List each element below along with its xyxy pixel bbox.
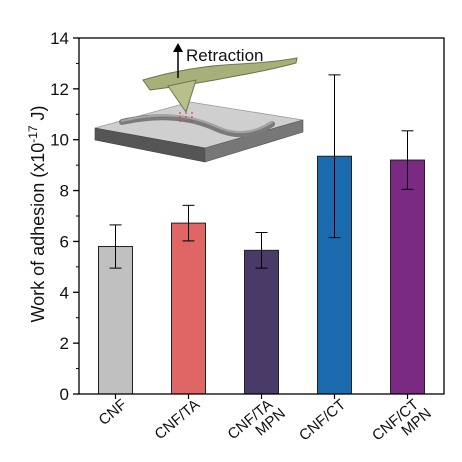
bar [171,222,206,395]
retraction-arrow-head [173,43,183,52]
bars [98,155,425,395]
x-axis: CNF CNF/TA CNF/TAMPN CNF/CT CNF/CTMPN [96,393,435,455]
x-tick-label: CNF [96,396,131,429]
y-tick-label: 10 [50,131,69,150]
y-tick-label: 2 [60,334,69,353]
retraction-label: Retraction [186,46,263,65]
y-tick-label: 0 [60,385,69,404]
plot-frame [78,37,445,395]
x-tick-label: CNF/CT [296,396,349,444]
bar [98,246,133,395]
substrate-side [204,119,304,163]
afm-tip [167,79,197,114]
y-tick-label: 14 [50,29,69,48]
bar [244,249,279,395]
x-tick-label: CNF/CTMPN [369,393,435,455]
cantilever [142,57,298,91]
y-axis-label: Work of adhesion (x10-17 J) [26,105,48,322]
fiber [119,114,275,137]
y-axis: 0 2 4 6 8 10 12 14 [50,29,79,404]
x-tick-label: CNF/TAMPN [224,393,288,454]
y-tick-label: 6 [60,232,69,251]
y-tick-label: 12 [50,80,69,99]
fiber-highlight [121,114,273,133]
y-tick-label: 4 [60,283,69,302]
afm-inset-illustration: Retraction [94,43,304,163]
x-tick-label: CNF/TA [151,396,203,443]
y-tick-label: 8 [60,182,69,201]
error-bars [109,74,414,269]
bar [390,159,425,395]
